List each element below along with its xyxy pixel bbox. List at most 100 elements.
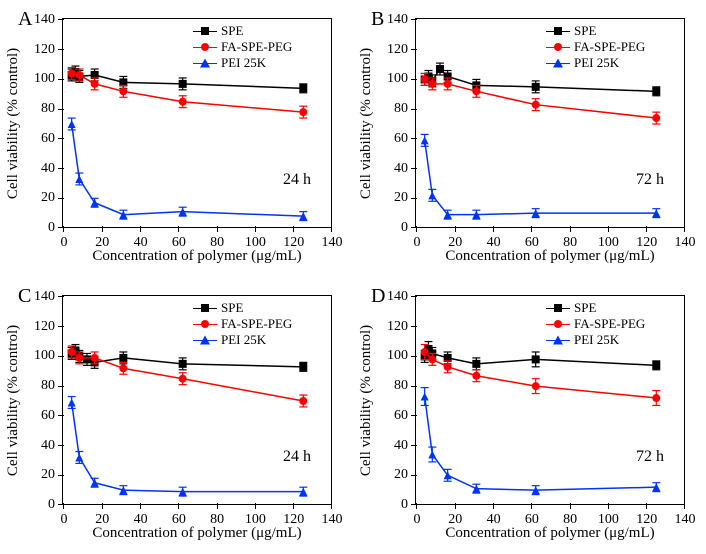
y-axis-title: Cell viability (% control) [357, 18, 377, 228]
panel-A: ACell viability (% control)Concentration… [0, 0, 353, 277]
x-tick-label: 20 [95, 512, 109, 528]
y-tick-label: 80 [41, 378, 55, 394]
legend-label: PEI 25K [221, 55, 266, 71]
y-tick-label: 20 [394, 190, 408, 206]
y-tick-label: 120 [34, 319, 55, 335]
legend-item: PEI 25K [193, 55, 292, 71]
y-tick-label: 0 [48, 220, 55, 236]
time-label: 72 h [636, 171, 664, 189]
panel-C: CCell viability (% control)Concentration… [0, 277, 353, 554]
legend-label: SPE [221, 23, 243, 39]
x-tick-label: 80 [563, 235, 577, 251]
y-tick-label: 40 [41, 438, 55, 454]
time-label: 24 h [283, 448, 311, 466]
y-tick-label: 0 [48, 497, 55, 513]
x-tick-label: 100 [598, 512, 619, 528]
legend: SPEFA-SPE-PEGPEI 25K [193, 23, 292, 71]
x-tick-label: 40 [487, 235, 501, 251]
x-tick-label: 60 [525, 512, 539, 528]
x-tick-label: 80 [210, 235, 224, 251]
y-tick-label: 100 [387, 71, 408, 87]
plot-area: 02040608010012014002040608010012014072 h… [415, 295, 685, 505]
x-tick-label: 80 [563, 512, 577, 528]
y-tick-label: 0 [401, 497, 408, 513]
legend-item: FA-SPE-PEG [193, 316, 292, 332]
legend-item: PEI 25K [193, 332, 292, 348]
panel-D: DCell viability (% control)Concentration… [353, 277, 706, 554]
x-tick-label: 0 [61, 235, 68, 251]
figure-grid: ACell viability (% control)Concentration… [0, 0, 706, 554]
x-tick-label: 100 [245, 512, 266, 528]
legend-label: FA-SPE-PEG [221, 39, 292, 55]
y-tick-label: 40 [394, 161, 408, 177]
y-tick-label: 120 [387, 42, 408, 58]
plot-area: 02040608010012014002040608010012014024 h… [62, 18, 332, 228]
x-tick-label: 20 [448, 512, 462, 528]
y-axis-title: Cell viability (% control) [4, 18, 24, 228]
legend-item: FA-SPE-PEG [193, 39, 292, 55]
y-tick-label: 80 [41, 101, 55, 117]
x-tick-label: 40 [487, 512, 501, 528]
y-tick-label: 120 [387, 319, 408, 335]
y-tick-label: 60 [41, 131, 55, 147]
y-tick-label: 140 [387, 289, 408, 305]
legend-item: SPE [193, 23, 292, 39]
y-tick-label: 0 [401, 220, 408, 236]
y-axis-title: Cell viability (% control) [4, 295, 24, 505]
y-tick-label: 120 [34, 42, 55, 58]
y-tick-label: 80 [394, 378, 408, 394]
time-label: 72 h [636, 448, 664, 466]
y-tick-label: 140 [34, 12, 55, 28]
x-tick-label: 100 [245, 235, 266, 251]
y-tick-label: 140 [387, 12, 408, 28]
legend: SPEFA-SPE-PEGPEI 25K [546, 300, 645, 348]
legend: SPEFA-SPE-PEGPEI 25K [193, 300, 292, 348]
panel-B: BCell viability (% control)Concentration… [353, 0, 706, 277]
legend-item: SPE [546, 23, 645, 39]
legend-label: SPE [574, 300, 596, 316]
legend-item: SPE [546, 300, 645, 316]
legend-item: FA-SPE-PEG [546, 39, 645, 55]
plot-area: 02040608010012014002040608010012014024 h… [62, 295, 332, 505]
legend-label: FA-SPE-PEG [221, 316, 292, 332]
y-tick-label: 60 [394, 408, 408, 424]
x-tick-label: 40 [134, 512, 148, 528]
legend-label: SPE [574, 23, 596, 39]
legend-label: PEI 25K [574, 332, 619, 348]
legend-label: FA-SPE-PEG [574, 316, 645, 332]
legend-label: FA-SPE-PEG [574, 39, 645, 55]
y-tick-label: 20 [394, 467, 408, 483]
x-tick-label: 20 [95, 235, 109, 251]
x-tick-label: 60 [172, 235, 186, 251]
y-tick-label: 100 [387, 348, 408, 364]
y-tick-label: 100 [34, 348, 55, 364]
legend-item: PEI 25K [546, 55, 645, 71]
legend-label: SPE [221, 300, 243, 316]
y-tick-label: 140 [34, 289, 55, 305]
x-tick-label: 60 [525, 235, 539, 251]
y-tick-label: 20 [41, 190, 55, 206]
x-tick-label: 0 [414, 235, 421, 251]
x-tick-label: 140 [675, 512, 696, 528]
y-tick-label: 60 [41, 408, 55, 424]
x-tick-label: 100 [598, 235, 619, 251]
legend-label: PEI 25K [574, 55, 619, 71]
legend-item: SPE [193, 300, 292, 316]
y-tick-label: 80 [394, 101, 408, 117]
y-tick-label: 40 [41, 161, 55, 177]
x-tick-label: 120 [283, 235, 304, 251]
x-tick-label: 80 [210, 512, 224, 528]
x-tick-label: 60 [172, 512, 186, 528]
y-axis-title: Cell viability (% control) [357, 295, 377, 505]
plot-area: 02040608010012014002040608010012014072 h… [415, 18, 685, 228]
x-tick-label: 120 [636, 512, 657, 528]
x-tick-label: 40 [134, 235, 148, 251]
y-tick-label: 60 [394, 131, 408, 147]
x-tick-label: 120 [283, 512, 304, 528]
x-tick-label: 140 [322, 512, 343, 528]
x-tick-label: 20 [448, 235, 462, 251]
x-tick-label: 0 [414, 512, 421, 528]
y-tick-label: 100 [34, 71, 55, 87]
x-tick-label: 140 [322, 235, 343, 251]
x-tick-label: 120 [636, 235, 657, 251]
